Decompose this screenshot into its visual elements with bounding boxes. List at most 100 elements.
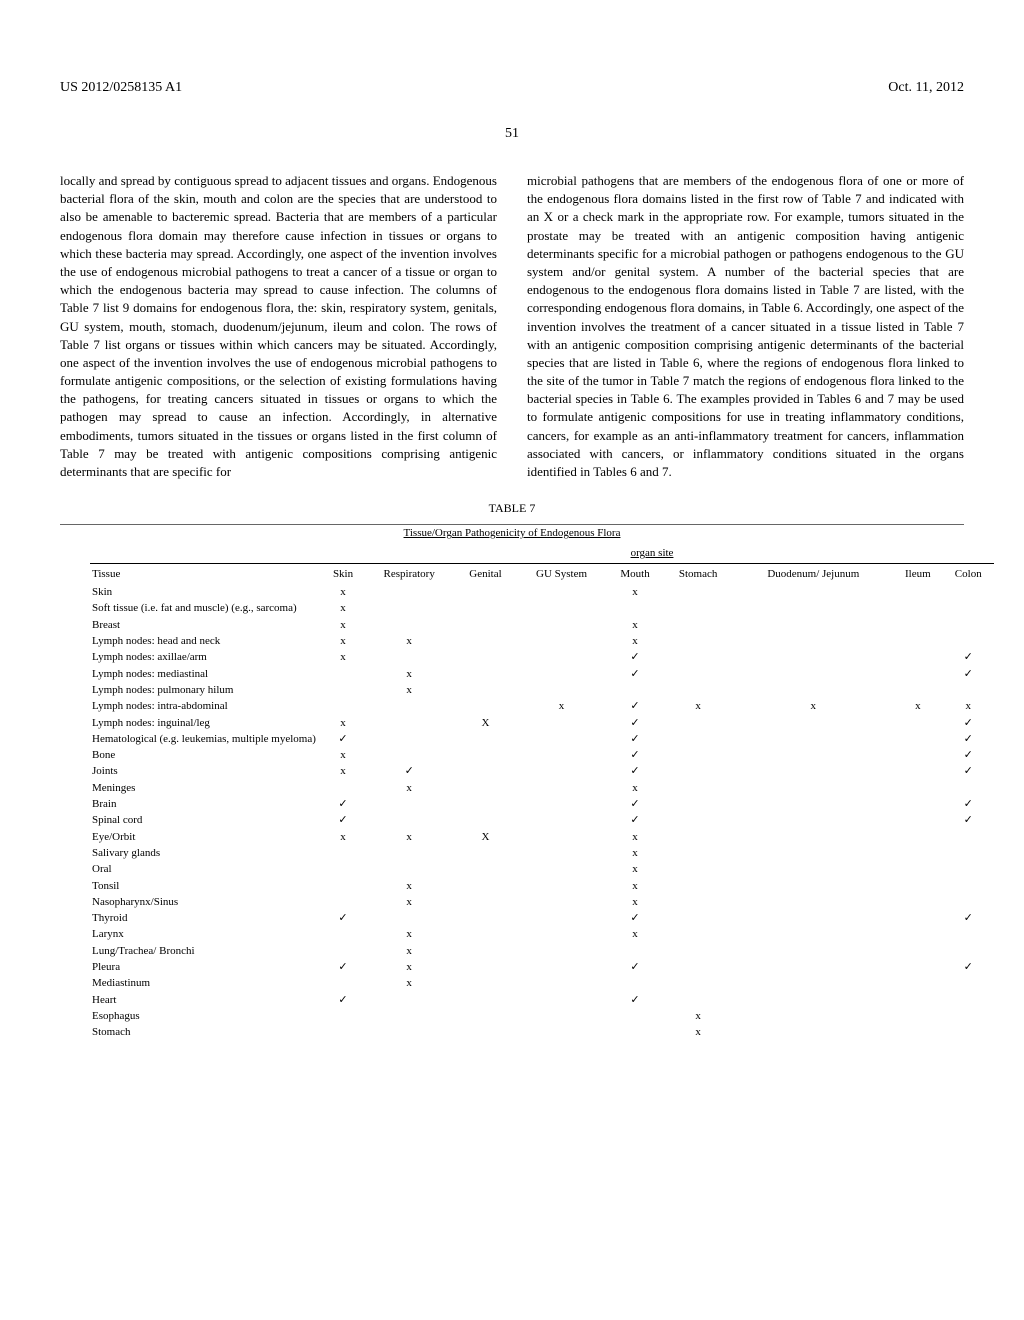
table-cell (323, 861, 363, 877)
table-cell (733, 617, 893, 633)
table-cell (455, 975, 516, 991)
table-cell (733, 649, 893, 665)
table-row: Meningesxx (90, 780, 994, 796)
table-cell (516, 617, 608, 633)
table-cell: x (607, 878, 662, 894)
table-cell (733, 861, 893, 877)
left-column-text: locally and spread by contiguous spread … (60, 172, 497, 481)
table-cell (893, 715, 942, 731)
table-column-header: Tissue (90, 564, 323, 585)
table-cell (455, 633, 516, 649)
table-cell (516, 633, 608, 649)
table-cell (893, 682, 942, 698)
table-cell (516, 747, 608, 763)
table-cell (733, 829, 893, 845)
table-cell (455, 600, 516, 616)
tissue-cell: Brain (90, 796, 323, 812)
table-cell (323, 682, 363, 698)
table-cell (363, 698, 455, 714)
table-cell: X (455, 715, 516, 731)
table-row: Skinxx (90, 584, 994, 600)
table-cell (455, 861, 516, 877)
table-cell (663, 633, 734, 649)
tissue-cell: Lymph nodes: axillae/arm (90, 649, 323, 665)
table-cell: x (663, 1024, 734, 1040)
table-cell: ✓ (607, 731, 662, 747)
table-row: Lymph nodes: inguinal/legxX✓✓ (90, 715, 994, 731)
tissue-cell: Lymph nodes: intra-abdominal (90, 698, 323, 714)
table-cell (893, 829, 942, 845)
table-cell (455, 926, 516, 942)
table-cell: ✓ (943, 812, 995, 828)
table-cell (893, 894, 942, 910)
table-cell (663, 992, 734, 1008)
table-cell (516, 731, 608, 747)
tissue-cell: Breast (90, 617, 323, 633)
table-cell (455, 731, 516, 747)
table-cell (733, 633, 893, 649)
table-cell (733, 910, 893, 926)
page-number: 51 (60, 126, 964, 142)
table-cell: x (607, 845, 662, 861)
table-cell: ✓ (323, 910, 363, 926)
table-row: Brain✓✓✓ (90, 796, 994, 812)
table-cell: ✓ (323, 812, 363, 828)
table-cell (455, 617, 516, 633)
table-cell (893, 812, 942, 828)
table-cell: X (455, 829, 516, 845)
table-cell (516, 763, 608, 779)
table-cell (455, 666, 516, 682)
table-cell: ✓ (607, 796, 662, 812)
table-cell (663, 926, 734, 942)
table-cell: x (363, 666, 455, 682)
table-column-header: Skin (323, 564, 363, 585)
table-cell (363, 715, 455, 731)
table-cell (943, 943, 995, 959)
table-cell (893, 992, 942, 1008)
table-row: Stomachx (90, 1024, 994, 1040)
table-cell: x (607, 894, 662, 910)
organ-site-label: organ site (340, 547, 964, 559)
table-cell: ✓ (943, 731, 995, 747)
table-cell: x (363, 633, 455, 649)
table-cell (363, 617, 455, 633)
table-column-header: Respiratory (363, 564, 455, 585)
table-row: Breastxx (90, 617, 994, 633)
table-cell (516, 845, 608, 861)
tissue-cell: Lymph nodes: head and neck (90, 633, 323, 649)
table-cell (943, 1008, 995, 1024)
table-cell (943, 633, 995, 649)
table-cell: ✓ (363, 763, 455, 779)
table-row: Mediastinumx (90, 975, 994, 991)
table-cell: x (363, 943, 455, 959)
table-cell (943, 617, 995, 633)
tissue-cell: Larynx (90, 926, 323, 942)
table-cell (893, 861, 942, 877)
tissue-cell: Salivary glands (90, 845, 323, 861)
table-row: Esophagusx (90, 1008, 994, 1024)
table-cell (663, 682, 734, 698)
table-cell (323, 943, 363, 959)
table-cell (943, 878, 995, 894)
table-cell (516, 649, 608, 665)
table-cell (943, 682, 995, 698)
table-cell (893, 878, 942, 894)
table-cell (943, 845, 995, 861)
table-cell (663, 796, 734, 812)
table-cell: x (943, 698, 995, 714)
table-cell (733, 926, 893, 942)
tissue-cell: Lymph nodes: pulmonary hilum (90, 682, 323, 698)
table-cell: ✓ (943, 715, 995, 731)
tissue-cell: Esophagus (90, 1008, 323, 1024)
table-cell (455, 812, 516, 828)
table-cell: x (363, 829, 455, 845)
table-cell (943, 829, 995, 845)
table-cell: x (363, 975, 455, 991)
table-cell (363, 747, 455, 763)
table-cell (733, 894, 893, 910)
table-cell (663, 943, 734, 959)
table-cell (663, 763, 734, 779)
table-cell: ✓ (607, 812, 662, 828)
table-cell (663, 878, 734, 894)
tissue-cell: Spinal cord (90, 812, 323, 828)
